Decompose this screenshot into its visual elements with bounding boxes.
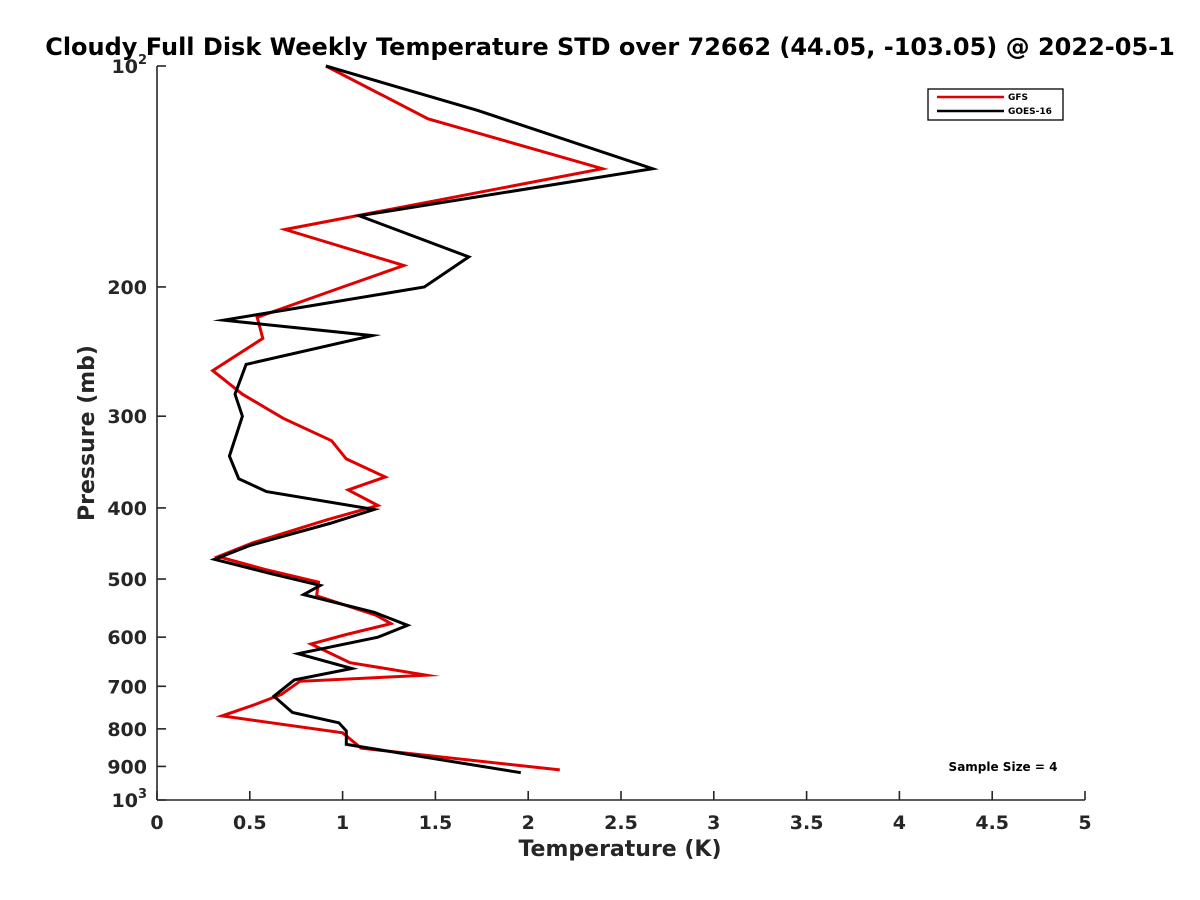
legend-box — [927, 88, 1064, 121]
x-tick-label: 0.5 — [233, 812, 267, 834]
y-axis-label: Pressure (mb) — [75, 345, 100, 521]
chart-title: Cloudy Full Disk Weekly Temperature STD … — [45, 33, 1175, 61]
y-tick-label: 900 — [107, 756, 147, 778]
legend: GFS GOES-16 — [927, 88, 1064, 121]
x-tick-label: 1 — [336, 812, 349, 834]
axes: 0 0.5 1 1.5 2 2.5 3 3.5 4 4.5 5 102 200 300 400 500 600 7… — [107, 53, 1091, 834]
y-tick-label: 102 — [112, 53, 148, 78]
legend-label: GFS — [1008, 93, 1028, 103]
y-tick-label: 103 — [112, 787, 148, 812]
x-tick-label: 5 — [1078, 812, 1091, 834]
y-tick-label: 800 — [107, 719, 147, 741]
series-line-goes-16 — [209, 64, 659, 775]
x-tick-label: 3.5 — [790, 812, 824, 834]
x-tick-label: 1.5 — [419, 812, 453, 834]
plot-area — [209, 64, 659, 775]
sample-size-annotation: Sample Size = 4 — [949, 760, 1058, 774]
x-tick-label: 2 — [522, 812, 535, 834]
x-tick-label: 4.5 — [975, 812, 1009, 834]
y-tick-label: 400 — [107, 498, 147, 520]
x-tick-label: 0 — [150, 812, 163, 834]
y-tick-label: 300 — [107, 406, 147, 428]
x-tick-label: 4 — [893, 812, 906, 834]
x-tick-label: 3 — [707, 812, 720, 834]
x-tick-label: 2.5 — [604, 812, 638, 834]
y-tick-label: 500 — [107, 569, 147, 591]
series-line-gfs — [210, 64, 609, 772]
legend-label: GOES-16 — [1008, 107, 1052, 117]
y-tick-label: 700 — [107, 676, 147, 698]
x-axis-label: Temperature (K) — [518, 837, 721, 862]
y-tick-label: 600 — [107, 627, 147, 649]
y-tick-label: 200 — [107, 277, 147, 299]
